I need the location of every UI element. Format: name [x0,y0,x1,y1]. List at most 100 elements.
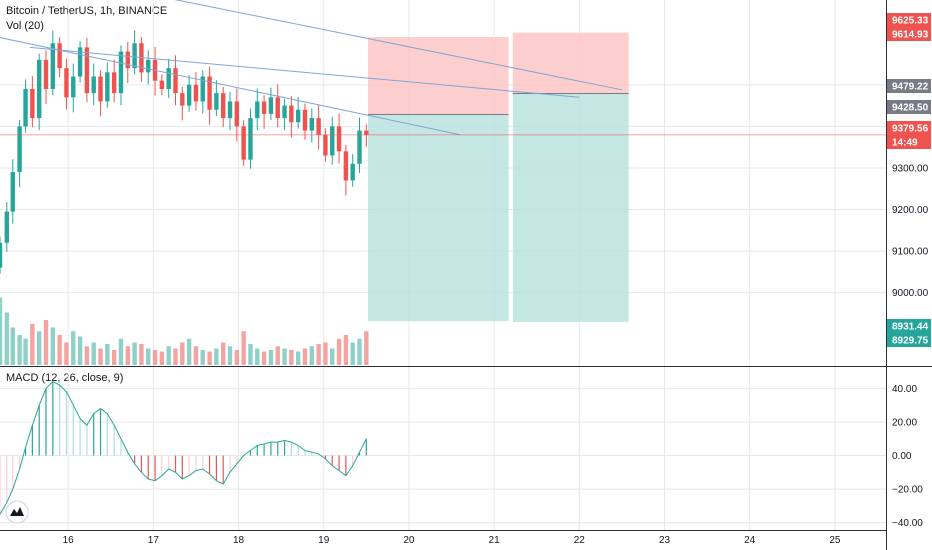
volume-bar [316,344,321,365]
volume-bar [64,342,69,365]
candle-body [64,68,69,98]
volume-bar [343,335,349,365]
volume-bar [98,348,103,365]
time-tick-label: 23 [659,535,671,546]
volume-bar [350,342,355,365]
take-profit-zone [512,93,629,322]
volume-bar [289,350,294,365]
volume-bar [159,351,165,365]
price-tick-label: 9000.00 [892,288,929,299]
price-badge-bg [887,79,931,93]
candle-body [146,59,151,73]
macd-tick-label: 40.00 [892,384,917,395]
tradingview-logo-icon [5,500,29,524]
candle-body [132,43,137,69]
price-badge-bg [887,27,931,41]
candle-body [214,93,219,110]
symbol-title: Bitcoin / TetherUS, 1h, BINANCE [6,5,168,17]
volume-bar [180,342,185,365]
price-badge-bg [887,135,931,149]
price-tick-label: 9200.00 [892,205,929,216]
time-tick-label: 17 [148,535,160,546]
volume-bar [105,344,110,365]
volume-bar [295,351,301,365]
volume-bar [282,348,287,365]
volume-bar [71,331,76,365]
candle-body [36,59,42,119]
candle-body [30,88,35,119]
volume-bar [309,346,315,365]
candle-body [248,118,253,160]
time-tick-label: 24 [744,535,756,546]
price-label-badge: 9625.33 [887,13,931,27]
volume-bar [17,335,22,365]
price-label-badge: 9479.22 [887,79,931,93]
candle-body [173,68,178,94]
volume-bar [146,348,151,365]
candle-body [261,101,267,114]
candle-body [282,105,287,119]
price-badge-bg [887,100,931,114]
trendline [0,37,461,136]
candle-body [98,76,103,102]
volume-bar [200,350,205,365]
candle-body [105,72,110,102]
volume-bar [23,338,28,365]
price-label-badge: 9614.93 [887,27,931,41]
price-label-badge: 8929.75 [887,333,931,347]
candle-body [309,118,315,131]
candle-body [166,68,171,89]
volume-bar [139,344,144,365]
volume-bar [357,338,362,365]
volume-bar [275,346,280,365]
candle-body [330,126,335,156]
trendline [29,46,580,98]
volume-bar [364,331,369,365]
take-profit-zone [368,114,509,322]
candle-body [193,84,199,102]
candle-body [111,72,117,94]
candle-body [91,76,96,94]
volume-bar [323,342,328,365]
volume-bar [152,350,158,365]
trendline [174,0,623,91]
macd-legend: MACD (12, 26, close, 9) [6,372,124,384]
candle-body [241,126,246,160]
volume-bar [221,342,226,365]
price-badge-value: 9625.33 [892,16,929,27]
macd-tick-label: −20.00 [892,485,923,496]
candle-body [207,76,212,110]
volume-bar [166,346,171,365]
candle-body [268,97,274,114]
candle-body [125,51,130,69]
volume-bar [268,350,274,365]
volume-bar [50,327,56,365]
time-tick-label: 18 [233,535,245,546]
time-tick-label: 22 [574,535,586,546]
candle-body [200,76,205,102]
volume-bar [186,338,192,365]
candle-body [336,126,342,152]
candle-body [186,84,192,106]
macd-line [0,381,367,515]
macd-tick-label: 0.00 [892,451,912,462]
candle-body [180,93,185,106]
macd-histogram [0,381,367,515]
volume-bar [132,342,137,365]
logo-circle [5,500,29,524]
price-badge-value: 9479.22 [892,82,929,93]
candle-body [0,242,3,268]
volume-bar [227,346,233,365]
candle-body [77,47,83,77]
candle-body [275,97,280,119]
candle-body [17,126,22,173]
time-tick-label: 20 [403,535,415,546]
logo-mark [10,507,24,516]
price-badge-value: 9379.56 [892,124,929,135]
time-tick-label: 25 [829,535,841,546]
price-badge-bg [887,121,931,135]
candle-body [316,118,321,135]
volume-bar [10,327,15,365]
candle-body [234,101,240,127]
